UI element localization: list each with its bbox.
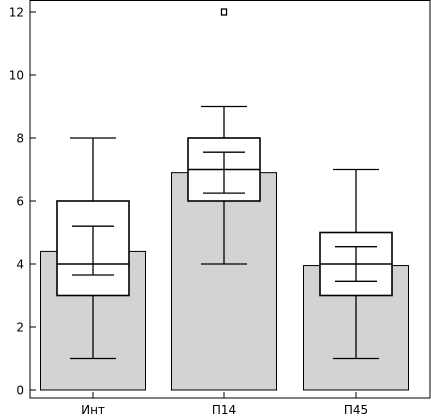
- y-tick-label-10: 10: [9, 69, 24, 83]
- y-tick-label-0: 0: [16, 384, 24, 398]
- plot-frame: [29, 0, 431, 399]
- y-tick-label-2: 2: [16, 321, 24, 335]
- x-tick-label-2: П14: [212, 403, 236, 417]
- y-tick-label-4: 4: [16, 258, 24, 272]
- y-tick-label-12: 12: [9, 6, 24, 20]
- x-tick-label-3: П45: [344, 403, 368, 417]
- outlier-point-1: [220, 8, 228, 16]
- y-tick-label-8: 8: [16, 132, 24, 146]
- y-tick-label-6: 6: [16, 195, 24, 209]
- x-tick-label-1: Инт: [81, 403, 105, 417]
